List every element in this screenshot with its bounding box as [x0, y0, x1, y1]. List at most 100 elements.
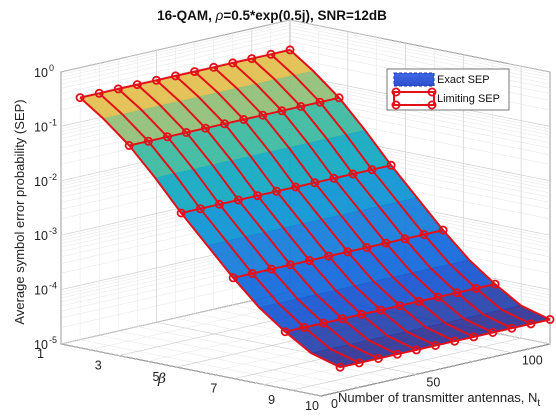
limiting-sep-marker [400, 234, 410, 244]
y-tick-label: 1 [37, 347, 44, 361]
x-tick-label: 100 [522, 354, 543, 368]
z-tick-label: 10 [34, 120, 48, 134]
limiting-sep-marker [220, 119, 230, 129]
z-tick-exponent: -2 [49, 172, 57, 182]
limiting-sep-line [155, 79, 417, 351]
limiting-sep-marker [356, 309, 366, 319]
limiting-sep-marker [195, 204, 205, 214]
limiting-sep-marker [315, 97, 325, 107]
limiting-sep-marker [299, 322, 309, 332]
limiting-sep-marker [200, 123, 210, 133]
limiting-sep-marker [373, 353, 383, 363]
limiting-sep-marker [75, 93, 85, 103]
limiting-sep-marker [395, 301, 405, 311]
grid-x-floor [156, 321, 417, 375]
y-tick-label: 10 [305, 399, 319, 413]
limiting-sep-line [174, 75, 436, 347]
grid-x-floor [80, 339, 341, 392]
limiting-sep-marker [94, 88, 104, 98]
limiting-sep-marker [318, 318, 328, 328]
limiting-sep-marker [285, 45, 295, 55]
limiting-sep-marker [266, 264, 276, 274]
x-tick-label: 50 [426, 375, 440, 389]
limiting-sep-marker [348, 169, 358, 179]
limiting-sep-line [213, 66, 475, 338]
limiting-sep-marker [124, 140, 134, 150]
limiting-sep-marker [228, 273, 238, 283]
grid-x-floor [60, 343, 322, 397]
limiting-sep-marker [414, 296, 424, 306]
limiting-sep-marker [335, 362, 345, 372]
legend: Exact SEP Limiting SEP [386, 68, 510, 111]
limiting-sep-marker [324, 251, 334, 261]
x-axis-label: Number of transmitter antennas, Nt [338, 390, 540, 409]
limiting-sep-marker [170, 71, 180, 81]
limiting-sep-line [193, 70, 456, 343]
limiting-sep-marker [151, 75, 161, 85]
limiting-sep-marker [209, 62, 219, 72]
legend-limiting-marker-right [427, 87, 437, 97]
limiting-sep-marker [433, 292, 443, 302]
z-tick-exponent: -4 [49, 281, 57, 291]
legend-limiting-sep-swatch [393, 91, 435, 106]
z-tick-label: 10 [34, 338, 48, 352]
legend-limiting-marker-br [427, 100, 437, 110]
limiting-sep-marker [362, 242, 372, 252]
limiting-sep-marker [304, 255, 314, 265]
limiting-sep-line [117, 88, 379, 360]
limiting-sep-line [270, 53, 532, 325]
z-tick-label: 10 [34, 66, 48, 80]
legend-limiting-marker-left [391, 87, 401, 97]
limiting-sep-marker [452, 288, 462, 298]
limiting-sep-marker [376, 305, 386, 315]
grid-z-side [289, 19, 551, 73]
limiting-sep-marker [329, 173, 339, 183]
limiting-sep-marker [488, 327, 498, 337]
grid-x-floor [137, 326, 398, 379]
z-axis-label: Average symbol error probability (SEP) [12, 99, 27, 324]
y-tick-label: 9 [268, 393, 275, 407]
grid-y-floor [60, 291, 291, 345]
limiting-sep-marker [239, 115, 249, 125]
limiting-sep-line [289, 49, 551, 321]
limiting-sep-marker [277, 106, 287, 116]
legend-exact-sep-label: Exact SEP [437, 74, 490, 86]
limiting-sep-marker [469, 332, 479, 342]
limiting-sep-lines [75, 45, 555, 372]
x-tick-label: 0 [331, 397, 338, 411]
limiting-sep-marker [367, 165, 377, 175]
limiting-sep-marker [430, 340, 440, 350]
grid-y-floor [292, 337, 522, 391]
limiting-sep-marker [507, 323, 517, 333]
limiting-sep-marker [272, 186, 282, 196]
limiting-sep-line [79, 96, 341, 369]
z-tick-exponent: 0 [49, 63, 54, 73]
limiting-sep-marker [343, 247, 353, 257]
y-axis-label: β [157, 371, 166, 387]
legend-limiting-marker-bl [391, 100, 401, 110]
z-tick-exponent: -3 [49, 226, 57, 236]
limiting-sep-marker [228, 58, 238, 68]
limiting-sep-line [232, 62, 494, 334]
limiting-sep-marker [258, 110, 268, 120]
limiting-sep-marker [233, 195, 243, 205]
limiting-sep-marker [190, 67, 200, 77]
limiting-sep-marker [310, 178, 320, 188]
z-tick-label: 10 [34, 175, 48, 189]
limiting-sep-marker [545, 314, 555, 324]
limiting-sep-marker [419, 229, 429, 239]
limiting-sep-marker [354, 358, 364, 368]
limiting-sep-marker [438, 225, 448, 235]
z-tick-label: 10 [34, 284, 48, 298]
limiting-sep-marker [266, 49, 276, 59]
limiting-sep-marker [214, 199, 224, 209]
legend-exact-sep-swatch [393, 72, 435, 87]
limiting-sep-marker [381, 238, 391, 248]
limiting-sep-marker [176, 208, 186, 218]
limiting-sep-marker [285, 260, 295, 270]
limiting-sep-marker [143, 136, 153, 146]
limiting-sep-marker [490, 279, 500, 289]
limiting-sep-marker [471, 283, 481, 293]
